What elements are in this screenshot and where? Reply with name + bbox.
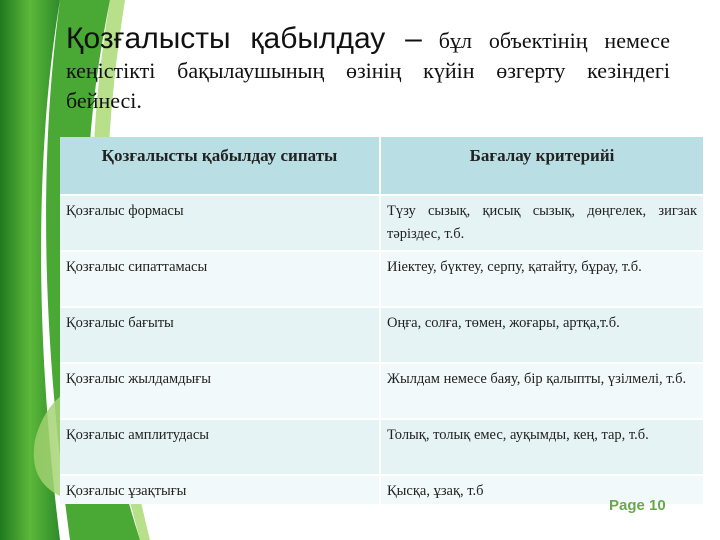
cell-criteria: Иіектеу, бүктеу, серпу, қатайту, бұрау, … bbox=[380, 250, 705, 307]
cell-characteristic: Қозғалыс ұзақтығы bbox=[60, 474, 381, 504]
table-row: Қозғалыс амплитудасы Толық, толық емес, а… bbox=[60, 418, 705, 475]
table-row: Қозғалыс сипаттамасы Иіектеу, бүктеу, сер… bbox=[60, 250, 705, 307]
title-term: Қозғалысты қабылдау – bbox=[66, 22, 422, 55]
page-number: Page 10 bbox=[609, 497, 666, 514]
cell-criteria: Қысқа, ұзақ, т.б bbox=[380, 474, 705, 504]
table-row: Қозғалыс жылдамдығы Жылдам немесе баяу, б… bbox=[60, 362, 705, 419]
cell-criteria: Толық, толық емес, ауқымды, кең, тар, т.… bbox=[380, 418, 705, 475]
table-row: Қозғалыс бағыты Оңға, солға, төмен, жоғар… bbox=[60, 306, 705, 363]
slide-title: Қозғалысты қабылдау – бұл объектінің нем… bbox=[66, 24, 670, 116]
table-header-row: Қозғалысты қабылдау сипаты Бағалау крите… bbox=[60, 137, 705, 195]
table-row: Қозғалыс формасы Түзу сызық, қисық сызық,… bbox=[60, 194, 705, 251]
cell-characteristic: Қозғалыс бағыты bbox=[60, 306, 381, 363]
header-characteristic: Қозғалысты қабылдау сипаты bbox=[60, 137, 381, 195]
title-definition: бұл объектінің немесе кеңістікті бақылау… bbox=[66, 28, 670, 113]
cell-criteria: Оңға, солға, төмен, жоғары, артқа,т.б. bbox=[380, 306, 705, 363]
criteria-table: Қозғалысты қабылдау сипаты Бағалау крите… bbox=[60, 137, 705, 504]
header-criteria: Бағалау критерийі bbox=[380, 137, 705, 195]
cell-characteristic: Қозғалыс сипаттамасы bbox=[60, 250, 381, 307]
cell-characteristic: Қозғалыс жылдамдығы bbox=[60, 362, 381, 419]
cell-criteria: Түзу сызық, қисық сызық, дөңгелек, зигза… bbox=[380, 194, 705, 251]
table-row: Қозғалыс ұзақтығы Қысқа, ұзақ, т.б bbox=[60, 474, 705, 504]
cell-characteristic: Қозғалыс формасы bbox=[60, 194, 381, 251]
cell-characteristic: Қозғалыс амплитудасы bbox=[60, 418, 381, 475]
cell-criteria: Жылдам немесе баяу, бір қалыпты, үзілмел… bbox=[380, 362, 705, 419]
